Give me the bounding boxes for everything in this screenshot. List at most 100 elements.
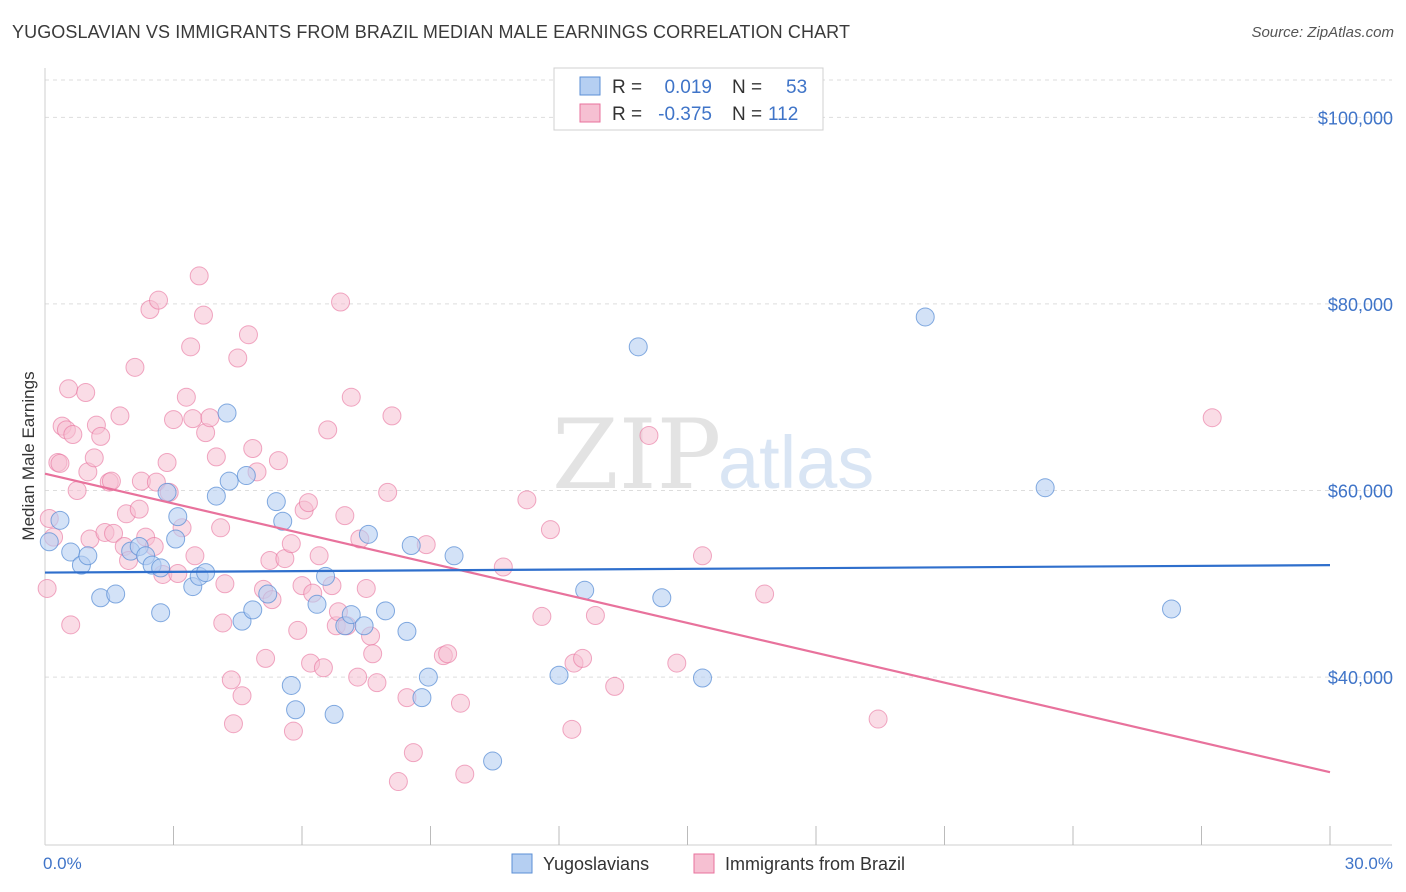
point-brazil <box>149 290 169 310</box>
point-brazil <box>181 337 201 357</box>
point-brazil <box>223 714 243 734</box>
point-brazil <box>183 409 203 429</box>
axes <box>44 68 1392 846</box>
series-yugoslavians-points <box>39 307 1182 771</box>
legend-r-value-1: 0.019 <box>664 77 712 98</box>
x-tick-label-start: 0.0% <box>43 854 82 873</box>
point-yugoslavian <box>236 466 256 486</box>
point-brazil <box>455 764 475 784</box>
point-brazil <box>232 686 252 706</box>
point-yugoslavian <box>341 605 361 625</box>
point-yugoslavian <box>401 536 421 556</box>
point-brazil <box>517 490 537 510</box>
point-brazil <box>125 357 145 377</box>
point-brazil <box>185 546 205 566</box>
point-yugoslavian <box>217 403 237 423</box>
chart-title: YUGOSLAVIAN VS IMMIGRANTS FROM BRAZIL ME… <box>12 22 851 42</box>
x-tick-label-end: 30.0% <box>1345 854 1393 873</box>
point-brazil <box>238 325 258 345</box>
bottom-legend-brazil: Immigrants from Brazil <box>725 854 905 874</box>
point-yugoslavian <box>324 704 344 724</box>
point-brazil <box>348 667 368 687</box>
point-yugoslavian <box>168 507 188 527</box>
point-brazil <box>206 447 226 467</box>
point-yugoslavian <box>358 524 378 544</box>
y-tick-label: $80,000 <box>1328 295 1393 315</box>
x-tick-labels: 0.0% 30.0% <box>43 854 1393 873</box>
trend-lines <box>44 472 1331 774</box>
point-brazil <box>168 564 188 584</box>
point-brazil <box>228 348 248 368</box>
point-brazil <box>63 425 83 445</box>
point-brazil <box>91 426 111 446</box>
legend-swatch-blue <box>579 76 601 96</box>
point-brazil <box>450 693 470 713</box>
point-yugoslavian <box>266 492 286 512</box>
point-brazil <box>341 387 361 407</box>
legend-n-label-1: N = <box>732 77 762 98</box>
point-yugoslavian <box>915 307 935 327</box>
legend-n-value-1: 53 <box>786 77 807 98</box>
y-tick-labels: $40,000 $60,000 $80,000 $100,000 <box>1318 108 1393 688</box>
legend-r-value-2: -0.375 <box>658 104 712 125</box>
legend-r-label-1: R = <box>612 77 642 98</box>
trend-line-yugoslavians <box>44 564 1331 574</box>
y-tick-label: $40,000 <box>1328 668 1393 688</box>
point-brazil <box>283 721 303 741</box>
series-legend: Yugoslavians Immigrants from Brazil <box>511 853 905 874</box>
point-yugoslavian <box>151 558 171 578</box>
point-brazil <box>532 606 552 626</box>
point-brazil <box>403 743 423 763</box>
point-brazil <box>356 578 376 598</box>
point-brazil <box>868 709 888 729</box>
point-yugoslavian <box>549 665 569 685</box>
point-brazil <box>363 644 383 664</box>
point-brazil <box>211 518 231 538</box>
point-brazil <box>667 653 687 673</box>
point-brazil <box>213 613 233 633</box>
legend-r-label-2: R = <box>612 104 642 125</box>
point-yugoslavian <box>652 588 672 608</box>
point-brazil <box>388 772 408 792</box>
point-brazil <box>540 520 560 540</box>
point-brazil <box>313 658 333 678</box>
legend-swatch-pink <box>579 103 601 123</box>
point-brazil <box>298 493 318 513</box>
point-brazil <box>639 425 659 445</box>
point-brazil <box>110 406 130 426</box>
point-brazil <box>256 648 276 668</box>
bottom-legend-yugoslavians: Yugoslavians <box>543 854 649 874</box>
point-brazil <box>367 673 387 693</box>
point-brazil <box>331 292 351 312</box>
point-yugoslavian <box>397 621 417 641</box>
point-brazil <box>37 578 57 598</box>
point-brazil <box>129 499 149 519</box>
legend-n-value-2: 112 <box>768 104 798 125</box>
point-brazil <box>200 408 220 428</box>
bottom-legend-swatch-blue <box>511 853 533 874</box>
point-brazil <box>573 648 593 668</box>
point-brazil <box>335 506 355 526</box>
point-yugoslavian <box>418 667 438 687</box>
point-yugoslavian <box>166 529 186 549</box>
point-brazil <box>243 439 263 459</box>
point-yugoslavian <box>151 603 171 623</box>
point-brazil <box>84 448 104 468</box>
point-brazil <box>157 453 177 472</box>
point-brazil <box>193 305 213 325</box>
point-brazil <box>562 719 582 739</box>
point-brazil <box>67 480 87 500</box>
point-brazil <box>104 523 124 543</box>
point-brazil <box>288 620 308 640</box>
point-brazil <box>605 676 625 696</box>
point-yugoslavian <box>354 616 374 636</box>
point-brazil <box>438 644 458 664</box>
point-yugoslavian <box>219 471 239 491</box>
point-brazil <box>378 482 398 502</box>
grid-lines <box>45 79 1392 678</box>
point-brazil <box>281 534 301 554</box>
point-brazil <box>1202 408 1222 428</box>
watermark-zip: ZIP <box>552 399 721 511</box>
point-brazil <box>493 557 513 577</box>
